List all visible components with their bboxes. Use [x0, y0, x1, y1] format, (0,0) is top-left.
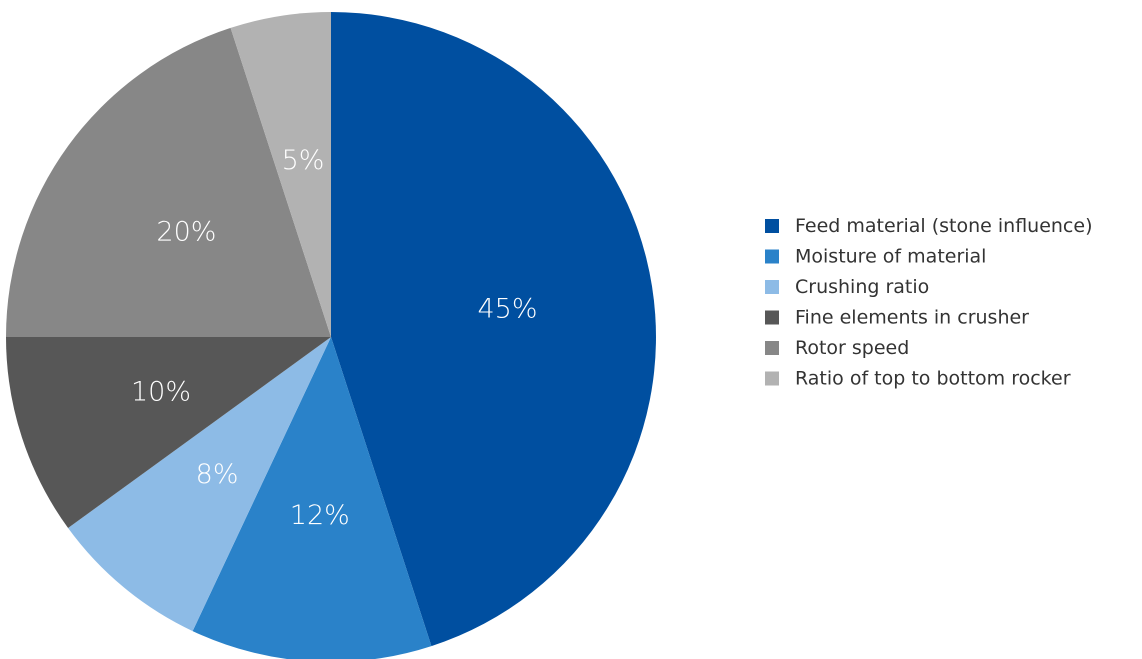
data-label-ratio-of-top-to-bottom-rocker: 5%	[282, 145, 325, 176]
pie-slice-rotor-speed	[6, 27, 331, 337]
legend-label-ratio-of-top-to-bottom-rocker: Ratio of top to bottom rocker	[795, 368, 1071, 390]
pie-slices	[5, 12, 656, 659]
data-label-moisture-of-material: 12%	[290, 500, 350, 531]
data-label-feed-material-stone-influence: 45%	[477, 294, 537, 325]
legend-label-fine-elements-in-crusher: Fine elements in crusher	[795, 307, 1029, 329]
legend-swatch-crushing-ratio	[765, 280, 779, 294]
legend-label-rotor-speed: Rotor speed	[795, 337, 909, 359]
legend-label-feed-material-stone-influence: Feed material (stone influence)	[795, 215, 1092, 237]
pie-slice-moisture-of-material	[192, 337, 432, 659]
pie-slice-feed-material-stone-influence	[331, 12, 656, 647]
data-label-fine-elements-in-crusher: 10%	[131, 377, 191, 408]
pie-slice-crushing-ratio	[68, 337, 331, 632]
pie-data-labels: 45% 12% 8% 10% 20% 5%	[131, 145, 538, 531]
legend-swatch-moisture-of-material	[765, 249, 779, 264]
legend-swatch-fine-elements-in-crusher	[765, 310, 779, 325]
data-label-rotor-speed: 20%	[156, 216, 216, 247]
legend-label-crushing-ratio: Crushing ratio	[795, 276, 929, 298]
legend-swatch-ratio-of-top-to-bottom-rocker	[765, 371, 779, 386]
pie-slice-fine-elements-in-crusher	[5, 337, 331, 529]
legend: Feed material (stone influence) Moisture …	[765, 215, 1092, 390]
legend-swatch-feed-material-stone-influence	[765, 219, 779, 233]
pie-slice-ratio-of-top-to-bottom-rocker	[230, 12, 331, 337]
data-label-crushing-ratio: 8%	[196, 459, 239, 490]
legend-swatch-rotor-speed	[765, 341, 779, 355]
legend-label-moisture-of-material: Moisture of material	[795, 246, 986, 268]
